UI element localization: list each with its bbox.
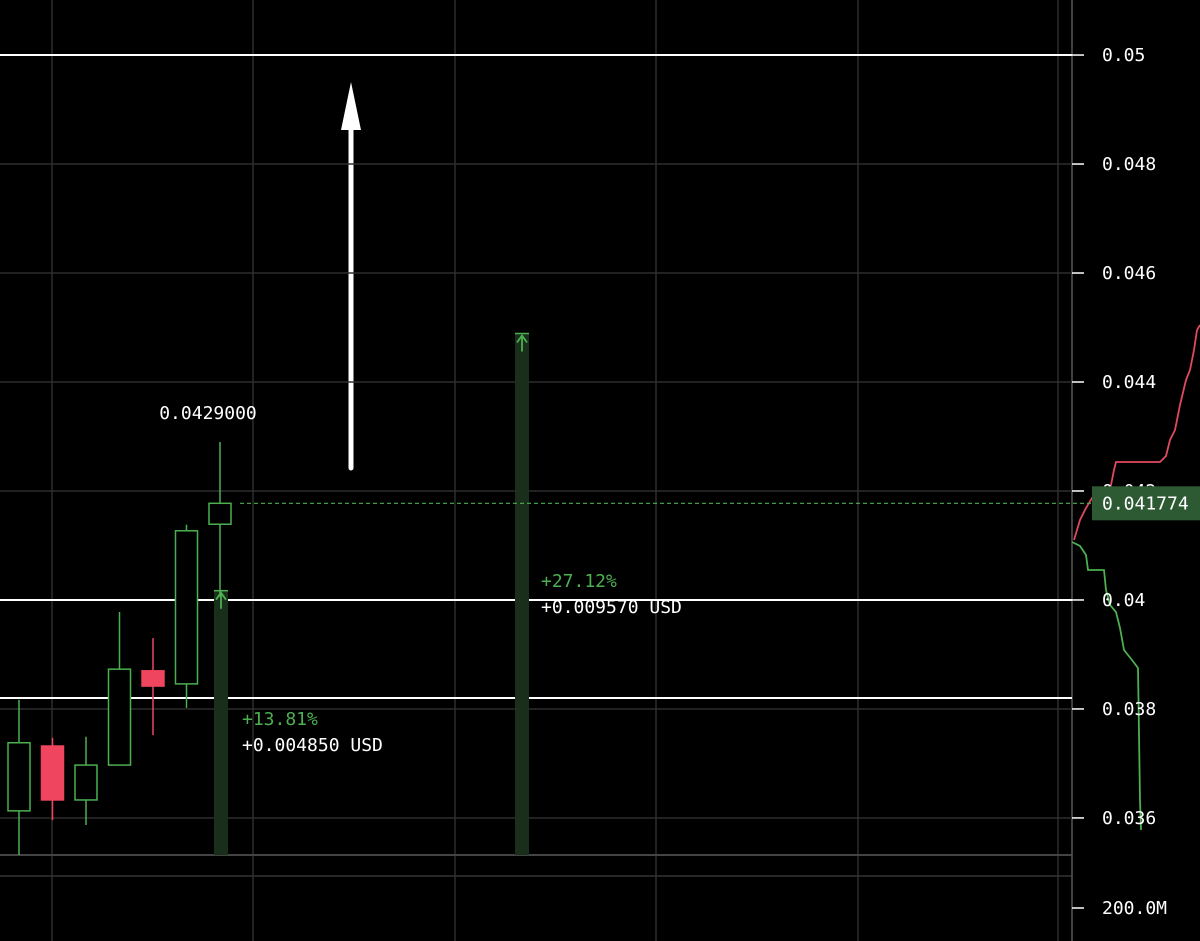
- y-tick-label: 0.036: [1102, 808, 1156, 829]
- y-tick-label: 0.048: [1102, 154, 1156, 175]
- candle-body: [74, 764, 98, 801]
- candle-body: [107, 668, 132, 766]
- measure-change: +0.004850 USD: [242, 735, 383, 756]
- measure-change: +0.009570 USD: [541, 597, 682, 618]
- measure-percent: +13.81%: [242, 709, 318, 730]
- high-label: 0.0429000: [159, 403, 257, 424]
- y-tick-label: 0.046: [1102, 263, 1156, 284]
- arrow-head: [341, 82, 361, 130]
- y-tick-label: 0.05: [1102, 45, 1145, 66]
- volume-tick-label: 200.0M: [1102, 898, 1167, 919]
- candle-body: [208, 502, 232, 525]
- candle-body: [7, 741, 31, 812]
- measure-arrow: [215, 591, 227, 609]
- vertical-grid: [51, 0, 1059, 941]
- y-tick-label: 0.04: [1102, 590, 1145, 611]
- y-tick-label: 0.038: [1102, 699, 1156, 720]
- ask-depth: [1073, 324, 1200, 541]
- measure-arrow: [516, 333, 528, 352]
- measure-bar: [515, 333, 529, 856]
- candle-body: [141, 670, 165, 687]
- measure-percent: +27.12%: [541, 571, 617, 592]
- bid-depth: [1071, 541, 1142, 831]
- candle-body: [40, 745, 65, 801]
- measure-bar: [214, 590, 228, 855]
- candle-body: [174, 530, 199, 685]
- last-price-label: 0.041774: [1102, 493, 1189, 514]
- last-price-box: [1092, 486, 1200, 521]
- y-tick-label: 0.044: [1102, 372, 1156, 393]
